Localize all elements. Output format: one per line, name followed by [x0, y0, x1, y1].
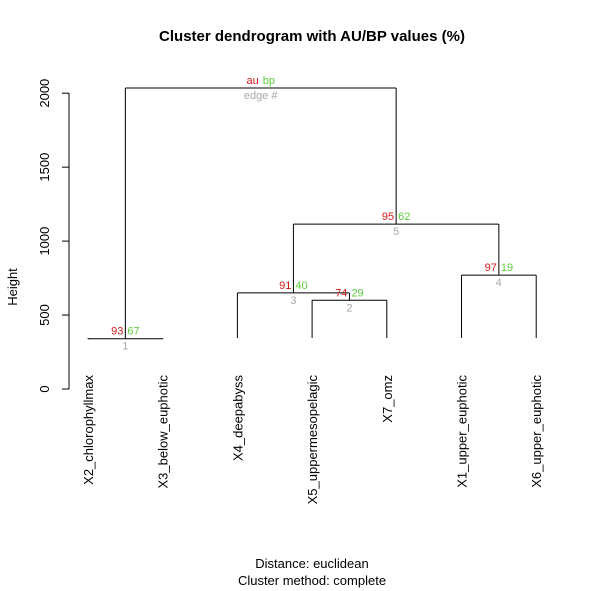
- distance-caption: Distance: euclidean: [255, 556, 368, 571]
- y-tick-label: 1000: [37, 227, 52, 256]
- y-tick-label: 1500: [37, 153, 52, 182]
- legend-bp: bp: [263, 75, 275, 87]
- leaf-label: X7_omz: [380, 375, 395, 423]
- bp-value: 29: [351, 287, 363, 299]
- bp-value: 67: [127, 326, 139, 338]
- legend-au: au: [246, 75, 258, 87]
- au-value: 95: [382, 211, 394, 223]
- edge-number: 5: [393, 226, 399, 238]
- y-axis: 0 500 1000 1500 2000: [37, 79, 70, 393]
- au-bp-values: 93 67 1 74 29 2 91 40 3 97 19 4 95 62 5: [111, 211, 513, 353]
- edge-number: 3: [290, 295, 296, 307]
- edge-number: 1: [122, 341, 128, 353]
- bp-value: 40: [295, 280, 307, 292]
- edge-number: 4: [496, 277, 502, 289]
- cluster-method-caption: Cluster method: complete: [238, 573, 386, 588]
- leaf-label: X1_upper_euphotic: [455, 375, 470, 488]
- leaf-label: X2_chlorophyllmax: [81, 375, 96, 485]
- leaf-label: X6_upper_euphotic: [529, 375, 544, 488]
- y-tick-label: 2000: [37, 79, 52, 108]
- legend-edge: edge #: [244, 90, 279, 102]
- y-axis-label: Height: [5, 268, 20, 306]
- leaf-label: X5_uppermesopelagic: [305, 375, 320, 505]
- chart-title: Cluster dendrogram with AU/BP values (%): [159, 28, 465, 45]
- leaf-label: X3_below_euphotic: [156, 375, 171, 489]
- leaf-labels: X2_chlorophyllmax X3_below_euphotic X4_dee…: [81, 375, 544, 505]
- leaf-label: X4_deepabyss: [230, 375, 245, 462]
- edge-number: 2: [346, 302, 352, 314]
- bp-value: 19: [501, 262, 513, 274]
- au-value: 91: [279, 280, 291, 292]
- branches: [87, 87, 537, 340]
- au-value: 97: [485, 262, 497, 274]
- au-value: 74: [335, 287, 347, 299]
- bp-value: 62: [398, 211, 410, 223]
- au-bp-legend: au bp edge #: [244, 75, 279, 102]
- y-tick-label: 0: [37, 385, 52, 392]
- au-value: 93: [111, 326, 123, 338]
- y-tick-label: 500: [37, 304, 52, 326]
